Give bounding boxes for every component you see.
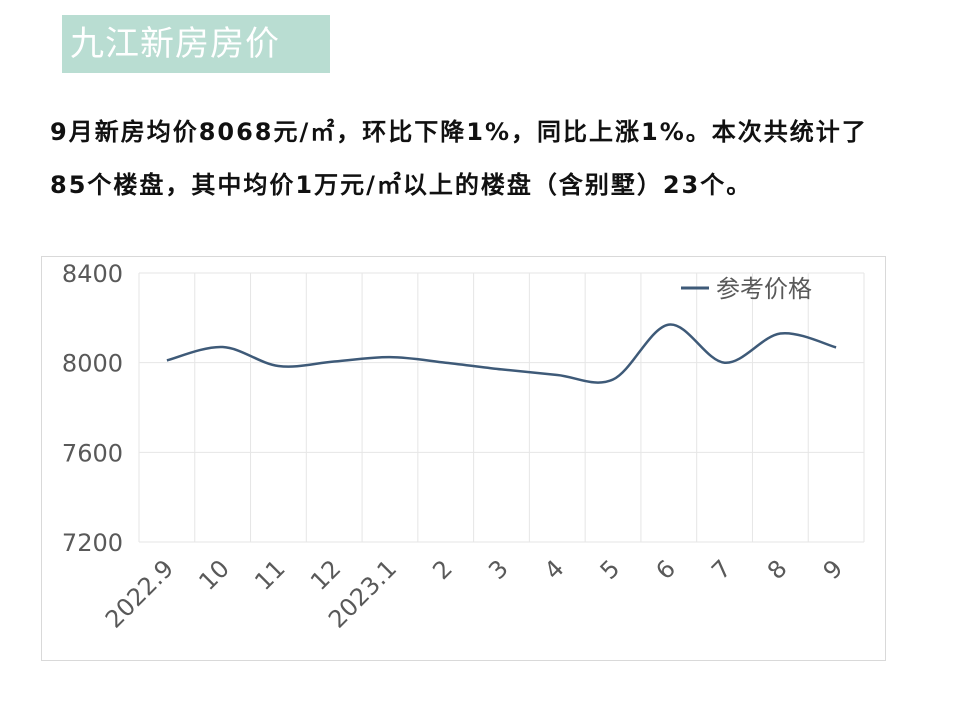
y-tick-label: 7200 [62,529,123,557]
x-tick-label: 8 [762,554,793,585]
chart-legend: 参考价格 [681,275,812,303]
x-tick-label: 7 [706,554,737,585]
x-tick-label: 11 [249,554,290,595]
y-tick-label: 8000 [62,350,123,378]
y-tick-label: 7600 [62,439,123,467]
x-tick-label: 4 [539,554,570,585]
series-line-0 [166,323,837,384]
x-tick-label: 6 [650,554,681,585]
chart-container [41,256,886,661]
y-tick-label: 8400 [62,260,123,288]
x-tick-label: 3 [483,554,514,585]
page-title: 九江新房房价 [62,15,330,73]
x-tick-label: 12 [305,554,346,595]
x-tick-label: 5 [595,554,626,585]
x-tick-label: 10 [193,554,234,595]
x-tick-label: 2 [427,554,458,585]
x-tick-label: 9 [818,554,849,585]
legend-label: 参考价格 [716,275,812,303]
summary-text: 9月新房均价8068元/㎡，环比下降1%，同比上涨1%。本次共统计了85个楼盘，… [50,118,868,199]
x-tick-label: 2022.9 [100,554,179,633]
